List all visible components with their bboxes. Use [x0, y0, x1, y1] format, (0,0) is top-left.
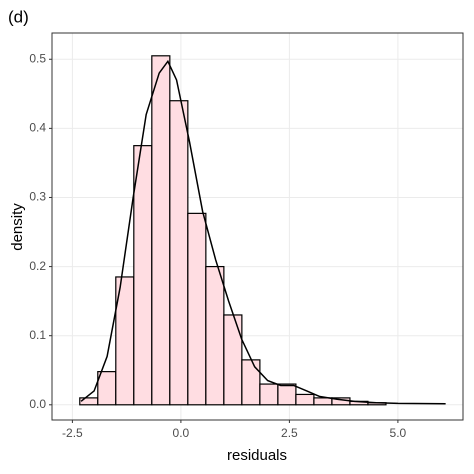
panel-border [51, 32, 464, 421]
y-tick-label: 0.4 [29, 121, 46, 135]
x-axis-title: residuals [227, 447, 287, 464]
density-curve [80, 59, 446, 405]
bar [259, 383, 279, 406]
chart-title: (d) [8, 7, 29, 26]
x-tick-label: -2.5 [62, 426, 83, 440]
bar [151, 55, 171, 406]
x-tick-label: 5.0 [390, 426, 407, 440]
bar [277, 383, 297, 406]
bar [223, 314, 243, 406]
bar [313, 397, 333, 406]
y-tick-label: 0.1 [29, 328, 46, 342]
y-tick-label: 0.2 [29, 259, 46, 273]
bar [133, 145, 153, 406]
bar [187, 212, 207, 406]
x-tick-label: 2.5 [281, 426, 298, 440]
bar [97, 371, 117, 406]
y-axis-title: density [9, 203, 26, 251]
y-tick-label: 0.3 [29, 190, 46, 204]
bar [79, 397, 99, 406]
y-tick-label: 0.0 [29, 397, 46, 411]
bar [205, 265, 225, 406]
x-tick-label: 0.0 [173, 426, 190, 440]
y-tick-label: 0.5 [29, 51, 46, 65]
bar [241, 359, 261, 406]
bar [295, 393, 315, 406]
bar [169, 100, 189, 406]
